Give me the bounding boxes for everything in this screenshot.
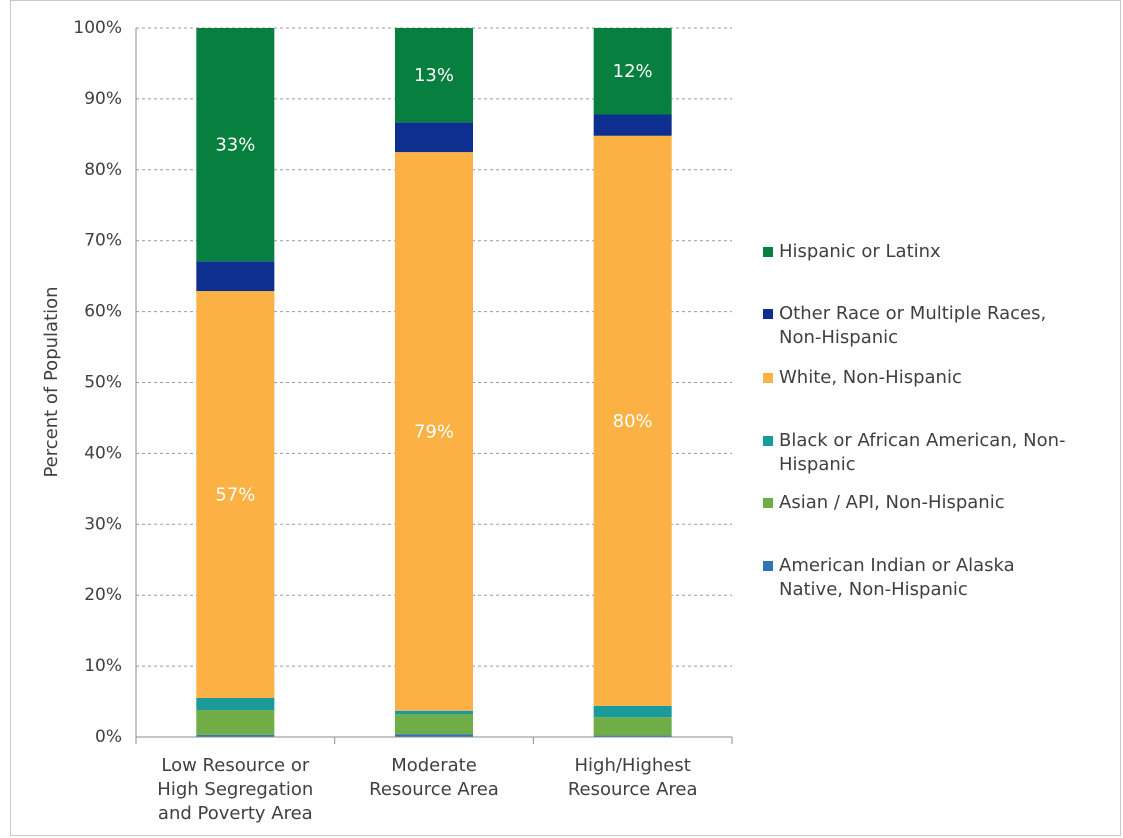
legend-label: Other Race or Multiple Races, xyxy=(779,303,1046,324)
bar-segment xyxy=(593,705,672,718)
bar-segment xyxy=(395,734,473,737)
x-tick-label: Low Resource or xyxy=(161,755,309,776)
data-label: 79% xyxy=(414,421,454,442)
data-label: 57% xyxy=(215,485,255,506)
bar-segment xyxy=(196,698,275,711)
legend-label: Non-Hispanic xyxy=(779,327,898,348)
legend-label: American Indian or Alaska xyxy=(779,555,1015,576)
y-tick-label: 40% xyxy=(84,443,122,463)
bar-segment xyxy=(395,714,473,735)
legend-swatch xyxy=(763,498,773,508)
chart-frame xyxy=(10,0,1121,836)
data-label: 13% xyxy=(414,65,454,86)
y-tick-label: 60% xyxy=(84,302,122,322)
bar-segment xyxy=(395,28,473,123)
y-tick-label: 50% xyxy=(84,373,122,393)
y-tick-label: 10% xyxy=(84,656,122,676)
legend-label: Hispanic xyxy=(779,454,856,475)
y-tick-label: 80% xyxy=(84,160,122,180)
y-tick-label: 0% xyxy=(95,727,122,747)
legend-swatch xyxy=(763,436,773,446)
y-axis-label: Percent of Population xyxy=(41,286,62,477)
bar-segment xyxy=(196,710,275,735)
legend-label: Asian / API, Non-Hispanic xyxy=(779,492,1005,513)
data-label: 33% xyxy=(215,135,255,156)
bar-segment xyxy=(395,122,473,153)
legend-label: Hispanic or Latinx xyxy=(779,241,941,262)
data-label: 12% xyxy=(613,61,653,82)
legend-swatch xyxy=(763,247,773,257)
bar-segment xyxy=(593,717,672,736)
data-label: 80% xyxy=(613,411,653,432)
bar-segment xyxy=(593,114,672,136)
bar-segment xyxy=(196,291,275,699)
legend-swatch xyxy=(763,309,773,319)
y-tick-label: 90% xyxy=(84,89,122,109)
x-tick-label: Resource Area xyxy=(369,779,499,800)
bar-segment xyxy=(196,28,275,262)
bar-segment xyxy=(593,135,672,706)
x-tick-label: Moderate xyxy=(391,755,477,776)
x-tick-label: Resource Area xyxy=(568,779,698,800)
legend-label: Black or African American, Non- xyxy=(779,430,1066,451)
bar-segment xyxy=(593,28,672,115)
category-labels: Low Resource or High Segregation and Pover… xyxy=(157,755,697,824)
legend-label: White, Non-Hispanic xyxy=(779,367,962,388)
axes xyxy=(135,28,733,744)
bar-segment xyxy=(196,734,275,737)
legend-swatch xyxy=(763,561,773,571)
y-tick-label: 100% xyxy=(73,18,122,38)
y-tick-label: 30% xyxy=(84,514,122,534)
bar-segment xyxy=(395,710,473,715)
legend-label: Native, Non-Hispanic xyxy=(779,579,968,600)
bar-segment xyxy=(593,735,672,737)
y-tick-label: 70% xyxy=(84,231,122,251)
legend-swatch xyxy=(763,373,773,383)
bar-segment xyxy=(395,152,473,711)
y-axis-ticks: 0% 10% 20% 30% 40% 50% 60% 70% 80% 90% 100% xyxy=(73,18,122,747)
y-tick-label: 20% xyxy=(84,585,122,605)
legend: Hispanic or Latinx Other Race or Multiple… xyxy=(763,241,1066,600)
bar-segment xyxy=(196,261,275,292)
x-tick-label: High Segregation xyxy=(157,779,313,800)
x-tick-label: and Poverty Area xyxy=(158,803,313,824)
x-tick-label: High/Highest xyxy=(575,755,691,776)
bars: 57% 33% 79% 13% 80% 12% xyxy=(196,28,672,737)
